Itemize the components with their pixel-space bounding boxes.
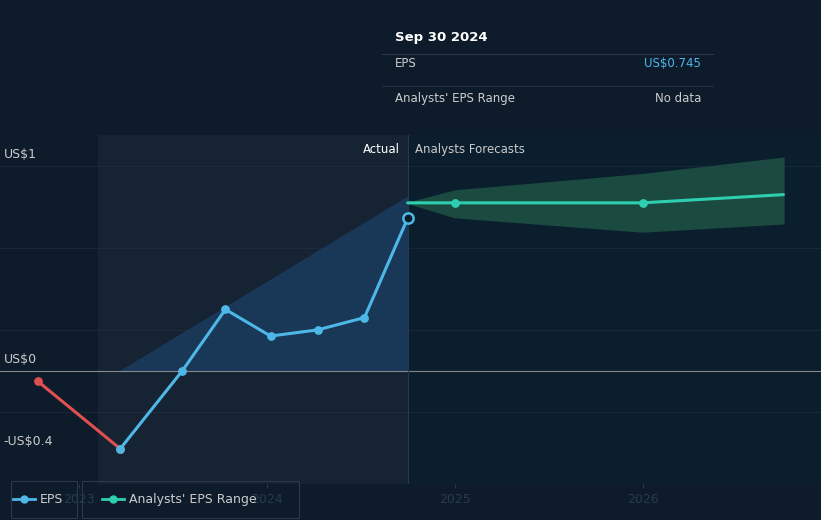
Text: Analysts' EPS Range: Analysts' EPS Range: [129, 493, 256, 505]
Point: [113, 445, 126, 453]
Point: [448, 199, 461, 207]
Point: [113, 445, 126, 453]
Point: [219, 305, 232, 314]
Text: EPS: EPS: [40, 493, 63, 505]
Text: Actual: Actual: [363, 144, 400, 157]
Point: [31, 377, 44, 385]
Text: US$1: US$1: [4, 148, 37, 161]
Text: Sep 30 2024: Sep 30 2024: [395, 31, 488, 44]
Point: [264, 332, 277, 340]
Text: US$0.745: US$0.745: [644, 57, 701, 70]
Text: Analysts Forecasts: Analysts Forecasts: [415, 144, 525, 157]
Point: [401, 214, 415, 223]
Text: US$0: US$0: [4, 353, 37, 366]
Text: EPS: EPS: [395, 57, 417, 70]
Text: Analysts' EPS Range: Analysts' EPS Range: [395, 92, 515, 105]
Text: -US$0.4: -US$0.4: [4, 435, 53, 448]
Point: [636, 199, 649, 207]
Point: [176, 367, 189, 375]
Bar: [408, 135, 821, 484]
Point: [358, 314, 371, 322]
Point: [311, 326, 324, 334]
Text: No data: No data: [654, 92, 701, 105]
Bar: [98, 135, 408, 484]
